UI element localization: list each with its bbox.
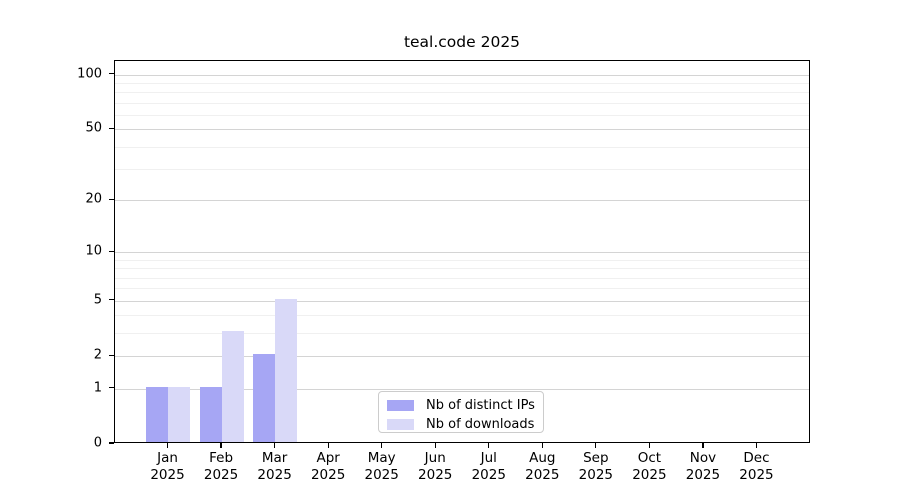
x-tick-year: 2025 (203, 467, 239, 483)
legend-item: Nb of distinct IPs (379, 397, 543, 413)
y-tick-label: 50 (85, 120, 102, 136)
x-tick-year: 2025 (150, 467, 185, 483)
x-tick-year: 2025 (364, 467, 399, 483)
legend: Nb of distinct IPs Nb of downloads (378, 391, 544, 433)
gridline-minor (115, 115, 809, 117)
bar-downloads (275, 298, 298, 442)
y-tick-mark (109, 73, 114, 75)
bar-distinct-ips (253, 354, 276, 442)
legend-swatch-downloads (387, 418, 414, 430)
gridline-minor (115, 83, 809, 85)
x-tick-label: Jun 2025 (400, 450, 470, 484)
plot-area (114, 60, 810, 443)
gridline-minor (115, 288, 809, 290)
gridline-minor (115, 268, 809, 270)
x-tick-year: 2025 (471, 467, 506, 483)
y-tick-label: 10 (85, 243, 102, 259)
x-tick-month: Apr (316, 450, 340, 466)
y-tick-label: 5 (93, 292, 102, 308)
x-tick-year: 2025 (418, 467, 453, 483)
x-tick-mark (220, 443, 222, 448)
y-tick-label: 2 (93, 347, 102, 363)
gridline-minor (115, 259, 809, 261)
x-tick-month: Feb (209, 450, 234, 466)
x-tick-year: 2025 (525, 467, 560, 483)
x-tick-year: 2025 (632, 467, 667, 483)
chart-title: teal.code 2025 (403, 33, 521, 51)
gridline-minor (115, 169, 809, 171)
gridline-major (115, 129, 809, 131)
y-tick-label: 1 (93, 380, 102, 396)
x-tick-mark (702, 443, 704, 448)
x-tick-month: Nov (689, 450, 717, 466)
legend-label: Nb of downloads (426, 416, 535, 432)
y-tick-label: 100 (77, 66, 102, 82)
x-tick-year: 2025 (310, 467, 346, 483)
x-tick-month: Dec (743, 450, 770, 466)
gridline-minor (115, 333, 809, 335)
x-tick-mark (541, 443, 543, 448)
y-tick-mark (109, 354, 114, 356)
x-tick-label: Sep 2025 (561, 450, 631, 484)
x-tick-mark (755, 443, 758, 448)
x-tick-mark (648, 443, 651, 448)
x-tick-month: Oct (637, 450, 662, 466)
x-tick-label: Aug 2025 (507, 450, 577, 484)
gridline-major (115, 252, 809, 254)
y-tick-mark (109, 299, 114, 301)
x-tick-label: Mar 2025 (240, 450, 310, 484)
bar-distinct-ips (146, 386, 169, 442)
gridline-minor (115, 277, 809, 279)
bar-downloads (221, 331, 244, 442)
x-tick-label: Oct 2025 (614, 450, 684, 484)
x-tick-label: Feb 2025 (186, 450, 256, 484)
x-tick-month: Sep (583, 450, 609, 466)
bar-downloads (168, 386, 191, 442)
gridline-minor (115, 146, 809, 148)
x-tick-month: May (367, 450, 396, 466)
x-tick-label: Apr 2025 (293, 450, 363, 484)
x-tick-month: Jun (424, 450, 446, 466)
x-tick-label: Nov 2025 (668, 450, 738, 484)
gridline-major (115, 300, 809, 302)
x-tick-mark (488, 443, 490, 448)
gridline-major (115, 200, 809, 202)
x-tick-year: 2025 (739, 467, 774, 483)
y-tick-label: 0 (93, 435, 102, 451)
x-tick-mark (327, 443, 329, 448)
y-tick-mark (109, 127, 114, 130)
gridline-major (115, 74, 809, 76)
x-tick-mark (166, 443, 169, 448)
y-tick-mark (109, 198, 114, 201)
y-tick-label: 20 (85, 191, 102, 207)
gridline-major (115, 356, 809, 358)
legend-item: Nb of downloads (379, 416, 543, 432)
x-tick-month: Jan (157, 450, 178, 466)
gridline-minor (115, 102, 809, 104)
x-tick-label: Jul 2025 (454, 450, 524, 484)
x-tick-month: Mar (261, 450, 288, 466)
x-tick-month: Jul (480, 450, 497, 466)
x-tick-year: 2025 (685, 467, 721, 483)
bar-distinct-ips (199, 386, 222, 442)
x-tick-month: Aug (529, 450, 556, 466)
y-tick-mark (109, 386, 114, 389)
x-tick-year: 2025 (578, 467, 614, 483)
x-tick-label: May 2025 (347, 450, 417, 484)
x-tick-label: Jan 2025 (133, 450, 203, 484)
legend-label: Nb of distinct IPs (426, 397, 535, 413)
y-tick-mark (109, 250, 114, 252)
x-tick-label: Dec 2025 (721, 450, 791, 484)
gridline-major (115, 388, 809, 390)
x-tick-mark (381, 443, 383, 448)
x-tick-mark (273, 443, 276, 448)
y-tick-mark (109, 442, 114, 444)
x-tick-mark (434, 443, 436, 448)
gridline-minor (115, 315, 809, 317)
x-tick-mark (595, 443, 597, 448)
gridline-minor (115, 92, 809, 94)
legend-swatch-distinct-ips (387, 399, 414, 411)
x-tick-year: 2025 (257, 467, 292, 483)
